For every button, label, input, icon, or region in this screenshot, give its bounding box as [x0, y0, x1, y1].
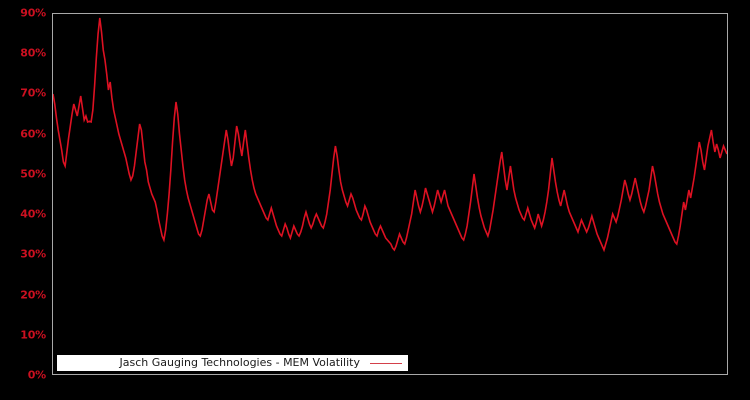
legend-label: Jasch Gauging Technologies - MEM Volatil… [119, 356, 360, 369]
y-tick-label: 10% [20, 328, 46, 342]
y-tick-label: 50% [20, 167, 46, 181]
legend-line-sample-icon [370, 362, 402, 364]
y-tick-label: 70% [20, 86, 46, 100]
y-tick-label: 90% [20, 6, 46, 20]
plot-area [52, 13, 728, 375]
series-line-chart [53, 14, 727, 374]
y-tick-label: 80% [20, 46, 46, 60]
y-axis: 0% 10% 20% 30% 40% 50% 60% 70% 80% 90% [0, 0, 52, 400]
y-tick-label: 40% [20, 207, 46, 221]
y-tick-label: 60% [20, 127, 46, 141]
y-tick-label: 30% [20, 247, 46, 261]
y-tick-label: 0% [27, 368, 46, 382]
chart-legend: Jasch Gauging Technologies - MEM Volatil… [57, 355, 408, 371]
y-tick-label: 20% [20, 288, 46, 302]
series-polyline [53, 18, 727, 250]
